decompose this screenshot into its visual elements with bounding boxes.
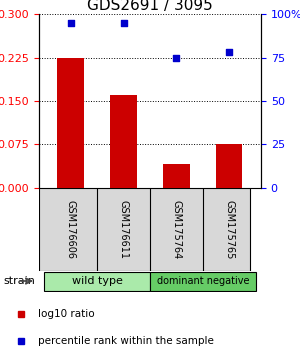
Point — [174, 55, 179, 60]
Bar — [150, 272, 256, 291]
Bar — [44, 272, 150, 291]
Text: GSM176606: GSM176606 — [66, 200, 76, 259]
Bar — [110, 95, 137, 188]
Text: GSM176611: GSM176611 — [118, 200, 129, 259]
Text: GSM175765: GSM175765 — [224, 200, 234, 259]
Point — [227, 50, 232, 55]
Point — [121, 20, 126, 25]
Text: percentile rank within the sample: percentile rank within the sample — [38, 336, 214, 346]
Text: log10 ratio: log10 ratio — [38, 309, 94, 319]
Title: GDS2691 / 3095: GDS2691 / 3095 — [87, 0, 213, 13]
Text: wild type: wild type — [72, 276, 123, 286]
Bar — [58, 57, 84, 188]
Text: strain: strain — [3, 276, 35, 286]
Text: dominant negative: dominant negative — [157, 276, 249, 286]
Bar — [163, 165, 190, 188]
Bar — [216, 144, 242, 188]
Point — [68, 20, 73, 25]
Text: GSM175764: GSM175764 — [171, 200, 182, 259]
